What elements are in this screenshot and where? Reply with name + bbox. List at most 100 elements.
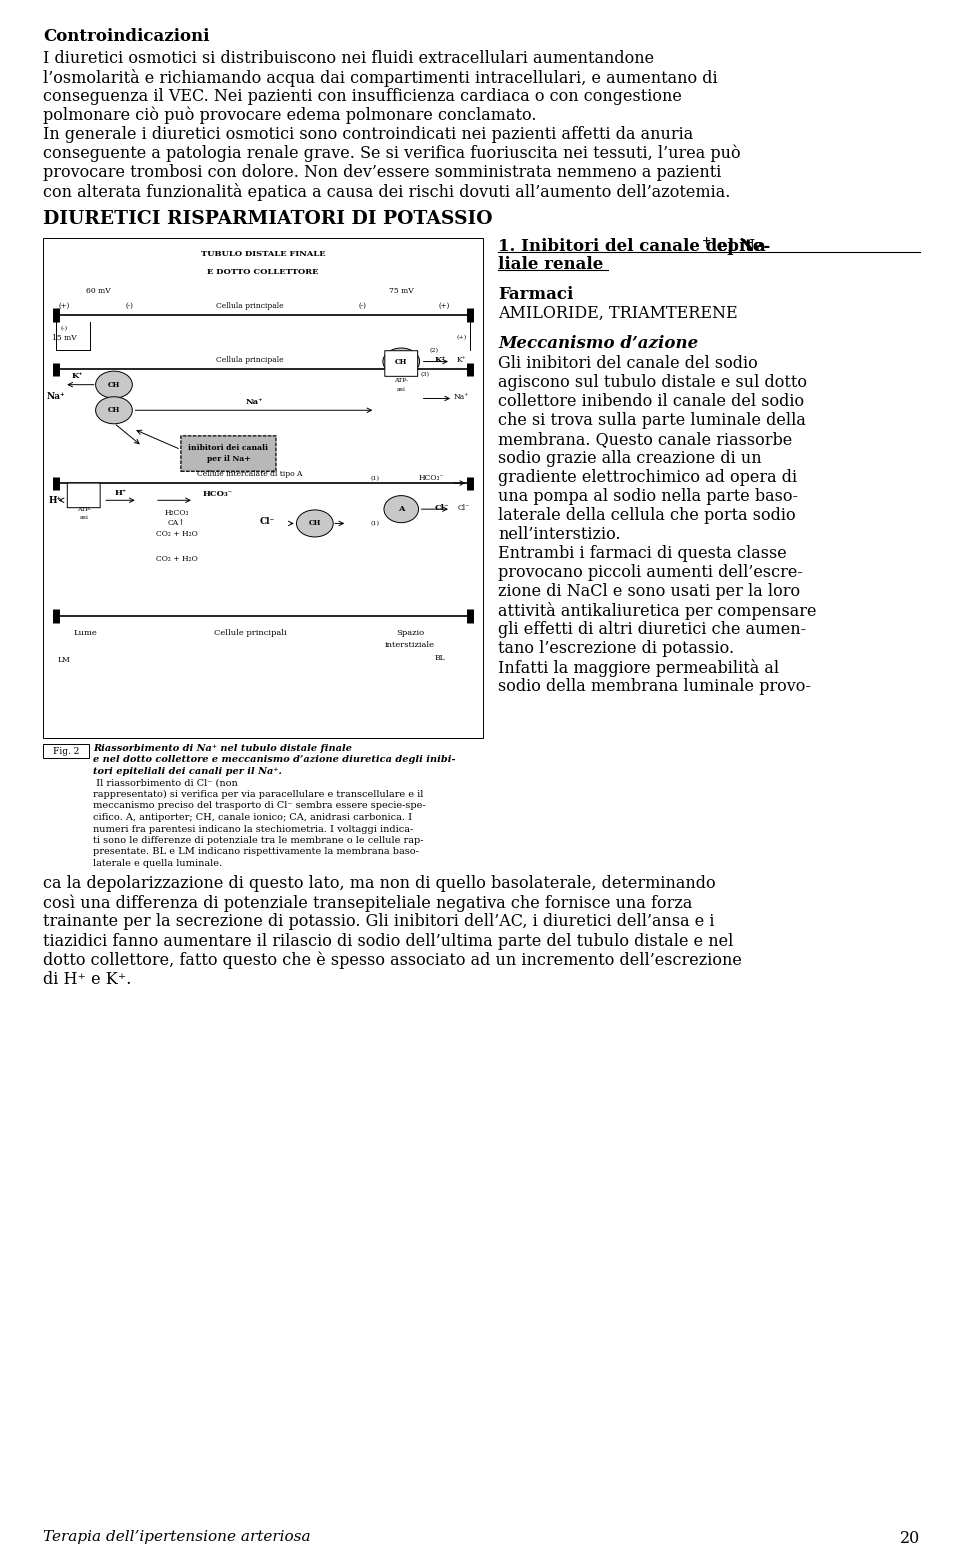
Text: ti sono le differenze di potenziale tra le membrane o le cellule rap-: ti sono le differenze di potenziale tra … bbox=[93, 836, 423, 845]
Text: BL: BL bbox=[435, 654, 445, 662]
Ellipse shape bbox=[96, 397, 132, 423]
Text: rappresentato) si verifica per via paracellulare e transcellulare e il: rappresentato) si verifica per via parac… bbox=[93, 790, 423, 800]
Text: tano l’escrezione di potassio.: tano l’escrezione di potassio. bbox=[498, 640, 734, 658]
Text: H⁺: H⁺ bbox=[114, 489, 127, 497]
Text: tori epiteliali dei canali per il Na⁺.: tori epiteliali dei canali per il Na⁺. bbox=[93, 767, 282, 776]
Text: presentate. BL e LM indicano rispettivamente la membrana baso-: presentate. BL e LM indicano rispettivam… bbox=[93, 848, 419, 856]
Text: 60 mV: 60 mV bbox=[86, 287, 111, 295]
Text: collettore inibendo il canale del sodio: collettore inibendo il canale del sodio bbox=[498, 394, 804, 409]
Text: (-): (-) bbox=[125, 301, 133, 309]
Text: HCO₃⁻: HCO₃⁻ bbox=[203, 490, 232, 498]
Text: conseguenza il VEC. Nei pazienti con insufficienza cardiaca o con congestione: conseguenza il VEC. Nei pazienti con ins… bbox=[43, 87, 682, 105]
Text: DIURETICI RISPARMIATORI DI POTASSIO: DIURETICI RISPARMIATORI DI POTASSIO bbox=[43, 209, 492, 228]
Text: Cellule principali: Cellule principali bbox=[214, 629, 286, 637]
Text: Infatti la maggiore permeabilità al: Infatti la maggiore permeabilità al bbox=[498, 659, 780, 676]
Text: l’osmolarità e richiamando acqua dai compartimenti intracellulari, e aumentano d: l’osmolarità e richiamando acqua dai com… bbox=[43, 69, 718, 87]
Text: K⁺: K⁺ bbox=[71, 372, 84, 380]
Text: attività antikaliuretica per compensare: attività antikaliuretica per compensare bbox=[498, 601, 817, 620]
FancyBboxPatch shape bbox=[180, 436, 276, 472]
Ellipse shape bbox=[297, 509, 333, 537]
Text: TUBULO DISTALE FINALE: TUBULO DISTALE FINALE bbox=[201, 250, 325, 258]
Text: 20: 20 bbox=[900, 1531, 920, 1546]
Text: K⁺: K⁺ bbox=[434, 356, 446, 364]
Text: così una differenza di potenziale transepiteliale negativa che fornisce una forz: così una differenza di potenziale transe… bbox=[43, 895, 692, 912]
Text: A: A bbox=[398, 505, 404, 514]
Text: CO₂ + H₂O: CO₂ + H₂O bbox=[156, 556, 198, 564]
Text: Entrambi i farmaci di questa classe: Entrambi i farmaci di questa classe bbox=[498, 545, 787, 562]
Bar bbox=[43, 237, 483, 737]
Text: +: + bbox=[702, 234, 711, 245]
Text: zione di NaCl e sono usati per la loro: zione di NaCl e sono usati per la loro bbox=[498, 583, 800, 600]
Text: una pompa al sodio nella parte baso-: una pompa al sodio nella parte baso- bbox=[498, 487, 798, 505]
Text: cifico. A, antiporter; CH, canale ionico; CA, anidrasi carbonica. I: cifico. A, antiporter; CH, canale ionico… bbox=[93, 812, 412, 822]
Text: asi: asi bbox=[80, 515, 88, 520]
Text: Lume: Lume bbox=[74, 629, 98, 637]
Text: laterale e quella luminale.: laterale e quella luminale. bbox=[93, 859, 222, 868]
Text: (-): (-) bbox=[60, 325, 68, 331]
Text: Cl⁻: Cl⁻ bbox=[458, 503, 470, 512]
Ellipse shape bbox=[384, 495, 419, 523]
FancyBboxPatch shape bbox=[67, 483, 100, 508]
Text: (+): (+) bbox=[457, 336, 467, 341]
Text: polmonare ciò può provocare edema polmonare conclamato.: polmonare ciò può provocare edema polmon… bbox=[43, 108, 537, 125]
Text: che si trova sulla parte luminale della: che si trova sulla parte luminale della bbox=[498, 412, 805, 430]
Text: laterale della cellula che porta sodio: laterale della cellula che porta sodio bbox=[498, 508, 796, 523]
Text: (1): (1) bbox=[371, 475, 380, 481]
Text: Na⁺: Na⁺ bbox=[246, 398, 263, 406]
Text: liale renale: liale renale bbox=[498, 256, 603, 273]
Text: agiscono sul tubulo distale e sul dotto: agiscono sul tubulo distale e sul dotto bbox=[498, 373, 807, 390]
Text: dotto collettore, fatto questo che è spesso associato ad un incremento dell’escr: dotto collettore, fatto questo che è spe… bbox=[43, 951, 742, 968]
Text: I diuretici osmotici si distribuiscono nei fluidi extracellulari aumentandone: I diuretici osmotici si distribuiscono n… bbox=[43, 50, 654, 67]
Text: trainante per la secrezione di potassio. Gli inibitori dell’AC, i diuretici dell: trainante per la secrezione di potassio.… bbox=[43, 914, 714, 931]
Text: epite-: epite- bbox=[711, 237, 770, 255]
Text: ATP-: ATP- bbox=[395, 378, 408, 383]
Text: CH: CH bbox=[396, 358, 407, 366]
Text: Gli inibitori del canale del sodio: Gli inibitori del canale del sodio bbox=[498, 355, 757, 372]
Text: H₂CO₃: H₂CO₃ bbox=[164, 509, 189, 517]
Text: Cl⁻: Cl⁻ bbox=[260, 517, 275, 526]
Text: Il riassorbimento di Cl⁻ (non: Il riassorbimento di Cl⁻ (non bbox=[93, 778, 238, 787]
Text: LM: LM bbox=[58, 656, 71, 664]
Text: (-): (-) bbox=[358, 301, 367, 309]
Text: numeri fra parentesi indicano la stechiometria. I voltaggi indica-: numeri fra parentesi indicano la stechio… bbox=[93, 825, 413, 834]
Text: Na⁺: Na⁺ bbox=[46, 392, 65, 401]
Text: (1): (1) bbox=[371, 522, 380, 526]
Text: (2): (2) bbox=[429, 348, 438, 353]
Text: CH: CH bbox=[309, 520, 321, 528]
Text: provocano piccoli aumenti dell’escre-: provocano piccoli aumenti dell’escre- bbox=[498, 564, 803, 581]
Text: 1. Inibitori del canale del Na: 1. Inibitori del canale del Na bbox=[498, 237, 766, 255]
FancyBboxPatch shape bbox=[385, 351, 418, 376]
Text: provocare trombosi con dolore. Non dev’essere somministrata nemmeno a pazienti: provocare trombosi con dolore. Non dev’e… bbox=[43, 164, 721, 181]
Text: Terapia dell’ipertensione arteriosa: Terapia dell’ipertensione arteriosa bbox=[43, 1531, 311, 1543]
Text: gradiente elettrochimico ad opera di: gradiente elettrochimico ad opera di bbox=[498, 469, 797, 486]
Text: interstiziale: interstiziale bbox=[385, 642, 435, 650]
Ellipse shape bbox=[96, 372, 132, 398]
Text: E DOTTO COLLETTORE: E DOTTO COLLETTORE bbox=[207, 267, 319, 275]
Text: tiazidici fanno aumentare il rilascio di sodio dell’ultima parte del tubulo dist: tiazidici fanno aumentare il rilascio di… bbox=[43, 933, 733, 950]
Text: Controindicazioni: Controindicazioni bbox=[43, 28, 209, 45]
Text: H⁺: H⁺ bbox=[49, 495, 62, 505]
Text: (3): (3) bbox=[420, 372, 429, 378]
Text: CH: CH bbox=[108, 381, 120, 389]
Text: con alterata funzionalità epatica a causa dei rischi dovuti all’aumento dell’azo: con alterata funzionalità epatica a caus… bbox=[43, 183, 731, 201]
Text: CH: CH bbox=[108, 406, 120, 414]
Text: HCO₃⁻: HCO₃⁻ bbox=[419, 475, 444, 483]
Text: AMILORIDE, TRIAMTERENE: AMILORIDE, TRIAMTERENE bbox=[498, 305, 737, 322]
Text: asi: asi bbox=[396, 387, 406, 392]
Text: Farmaci: Farmaci bbox=[498, 286, 573, 303]
Text: (+): (+) bbox=[439, 301, 450, 309]
Text: gli effetti di altri diuretici che aumen-: gli effetti di altri diuretici che aumen… bbox=[498, 622, 806, 637]
Text: membrana. Questo canale riassorbe: membrana. Questo canale riassorbe bbox=[498, 431, 792, 448]
Bar bbox=[43, 744, 89, 758]
Text: CO₂ + H₂O: CO₂ + H₂O bbox=[156, 530, 198, 539]
Text: di H⁺ e K⁺.: di H⁺ e K⁺. bbox=[43, 970, 132, 987]
Text: Cellula principale: Cellula principale bbox=[216, 301, 284, 309]
Text: sodio grazie alla creazione di un: sodio grazie alla creazione di un bbox=[498, 450, 761, 467]
Text: Riassorbimento di Na⁺ nel tubulo distale finale: Riassorbimento di Na⁺ nel tubulo distale… bbox=[93, 744, 352, 753]
Text: ATP-: ATP- bbox=[77, 506, 91, 512]
Text: 15 mV: 15 mV bbox=[52, 334, 77, 342]
Ellipse shape bbox=[383, 348, 420, 375]
Text: meccanismo preciso del trasporto di Cl⁻ sembra essere specie-spe-: meccanismo preciso del trasporto di Cl⁻ … bbox=[93, 801, 425, 811]
Text: (+): (+) bbox=[59, 301, 70, 309]
Text: K⁺: K⁺ bbox=[457, 356, 467, 364]
